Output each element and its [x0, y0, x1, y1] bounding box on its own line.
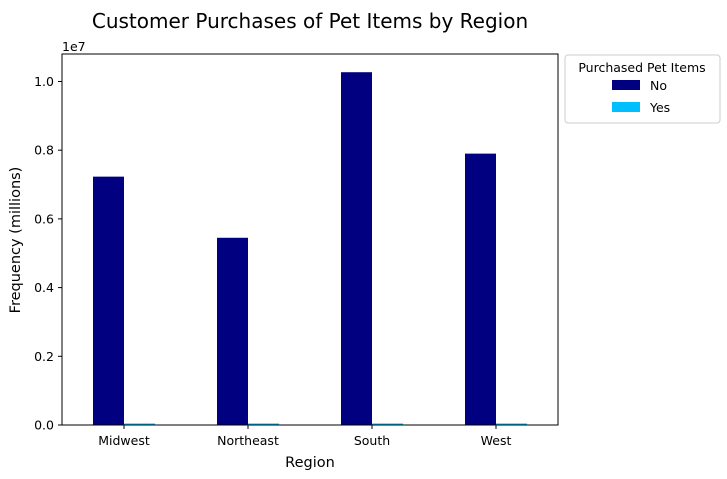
- x-tick-label: Northeast: [217, 433, 279, 448]
- legend-label-no: No: [650, 78, 667, 93]
- legend: Purchased Pet Items No Yes: [564, 54, 721, 124]
- x-tick-label: West: [481, 433, 512, 448]
- chart-title: Customer Purchases of Pet Items by Regio…: [92, 9, 528, 33]
- y-tick-label: 0.0: [34, 418, 54, 433]
- bar-yes-west: [496, 423, 527, 425]
- legend-swatch-no: [612, 80, 640, 90]
- plot-frame: [61, 53, 559, 426]
- y-tick-label: 1.0: [34, 74, 54, 89]
- x-tick-label: South: [354, 433, 390, 448]
- legend-box: [564, 54, 721, 124]
- y-tick-label: 0.8: [34, 143, 54, 158]
- legend-title: Purchased Pet Items: [578, 60, 705, 75]
- bars-layer: [93, 72, 527, 426]
- axes-layer: Midwest Northeast South West 0.0 0.2 0.4 0.6 0.8…: [34, 74, 511, 448]
- bar-no-northeast: [217, 237, 248, 425]
- legend-items: No Yes: [612, 78, 670, 115]
- y-tick-label: 0.4: [34, 280, 54, 295]
- x-axis-label: Region: [285, 455, 335, 471]
- bar-yes-northeast: [248, 423, 279, 425]
- y-tick-label: 0.2: [34, 349, 54, 364]
- y-axis-label: Frequency (millions): [8, 167, 24, 314]
- legend-label-yes: Yes: [649, 100, 670, 115]
- x-tick-label: Midwest: [98, 433, 150, 448]
- y-tick-label: 0.6: [34, 211, 54, 226]
- bar-no-midwest: [93, 176, 124, 425]
- bar-no-west: [465, 153, 496, 425]
- bar-yes-midwest: [124, 423, 155, 425]
- bar-yes-south: [372, 423, 403, 425]
- y-offset-label: 1e7: [62, 39, 86, 54]
- bar-no-south: [341, 72, 372, 426]
- legend-swatch-yes: [612, 102, 640, 112]
